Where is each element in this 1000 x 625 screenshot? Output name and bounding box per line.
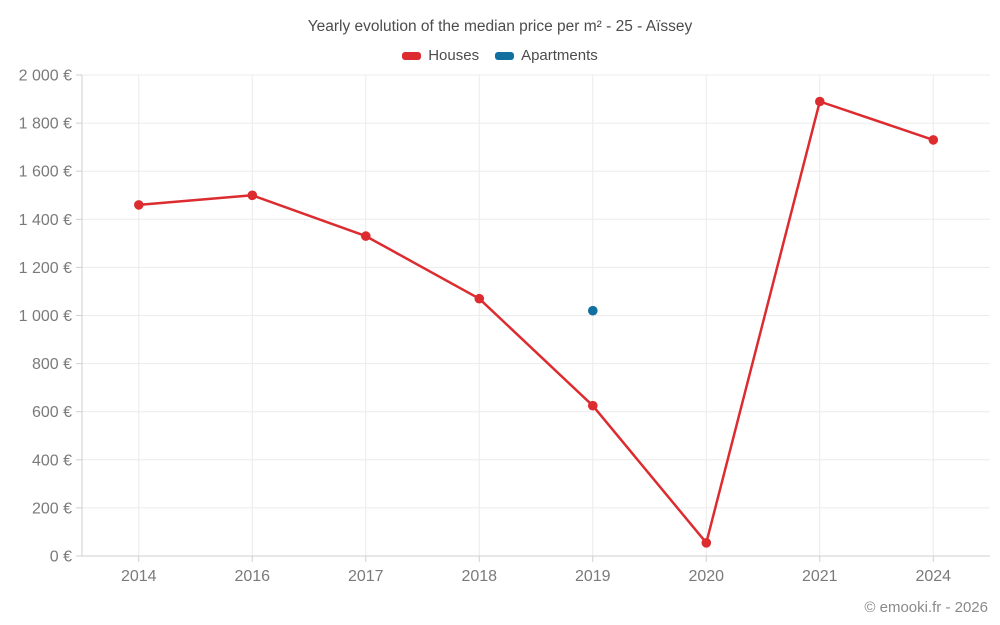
y-axis-label: 600 € [32, 404, 72, 421]
y-axis-label: 1 000 € [19, 308, 72, 325]
x-axis-label: 2020 [688, 568, 724, 585]
y-axis-label: 1 200 € [19, 260, 72, 277]
legend-swatch-houses-icon [402, 51, 422, 60]
legend-swatch-apartments-icon [495, 51, 515, 60]
x-axis-label: 2024 [915, 568, 951, 585]
y-axis-label: 0 € [50, 549, 72, 566]
data-point-houses-2017[interactable] [361, 231, 371, 241]
legend-item-houses[interactable]: Houses [402, 47, 479, 64]
data-point-houses-2014[interactable] [134, 200, 144, 210]
x-axis-label: 2019 [575, 568, 611, 585]
data-point-houses-2018[interactable] [474, 293, 485, 304]
data-point-houses-2021[interactable] [815, 96, 825, 107]
y-axis-label: 1 600 € [19, 164, 72, 181]
y-axis-label: 1 400 € [19, 212, 72, 229]
legend-label-apartments: Apartments [521, 47, 598, 64]
data-point-houses-2019[interactable] [588, 400, 598, 411]
chart-title: Yearly evolution of the median price per… [307, 18, 693, 35]
x-axis-label: 2018 [461, 568, 497, 585]
y-axis-label: 1 800 € [19, 116, 72, 133]
legend: Houses Apartments [0, 47, 1000, 64]
data-point-houses-2016[interactable] [247, 190, 258, 201]
x-axis-label: 2016 [234, 568, 270, 585]
y-axis-label: 800 € [32, 356, 72, 373]
x-axis-label: 2014 [121, 568, 157, 585]
series-line-houses [137, 100, 935, 545]
legend-label-houses: Houses [428, 47, 480, 64]
x-axis-label: 2017 [348, 568, 384, 585]
legend-item-apartments[interactable]: Apartments [495, 47, 598, 64]
y-axis-label: 200 € [32, 500, 72, 517]
y-axis-label: 2 000 € [19, 68, 72, 85]
y-axis-label: 400 € [32, 452, 72, 469]
data-point-apartments-2019[interactable] [588, 305, 598, 316]
data-point-houses-2020[interactable] [701, 538, 712, 548]
copyright-footer: © emooki.fr - 2026 [864, 599, 988, 616]
data-point-houses-2024[interactable] [928, 135, 939, 145]
x-axis-label: 2021 [802, 568, 838, 585]
